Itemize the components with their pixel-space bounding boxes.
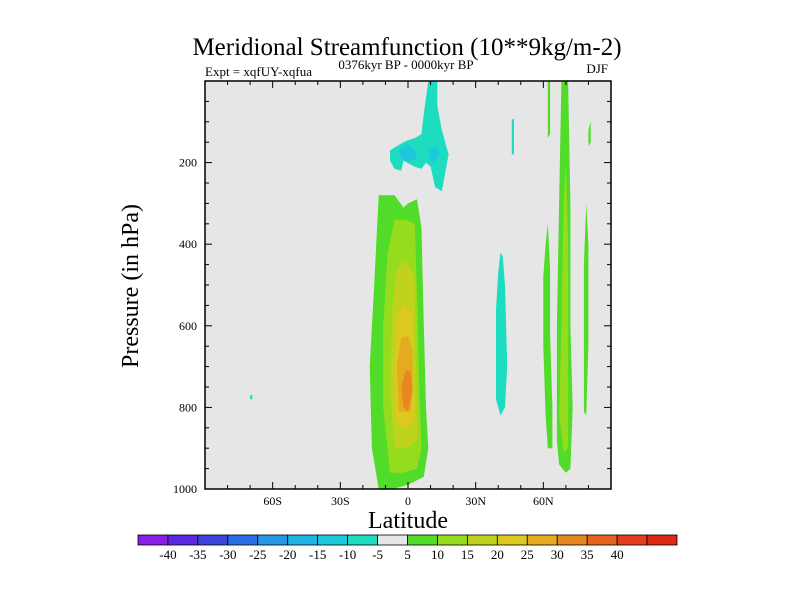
y-tick-label: 400 [179, 237, 197, 251]
contour-region-13-level-5 [543, 223, 553, 449]
contour-regions [250, 81, 591, 489]
colorbar-swatch [197, 534, 229, 546]
contour-region-6-level--5 [390, 81, 449, 192]
x-tick-label: 60N [533, 494, 554, 508]
contour-region-10-level--5 [511, 118, 514, 155]
contour-region-9-level--5 [496, 252, 508, 416]
colorbar-swatch [287, 534, 319, 546]
x-axis-ticks: 60S 30S 0 30N 60N [227, 81, 589, 508]
colorbar-swatch [616, 534, 648, 546]
colorbar-label: 5 [404, 547, 411, 562]
colorbar-label: -35 [189, 547, 206, 562]
contour-region-12-level-5 [547, 81, 551, 139]
x-tick-label: 0 [405, 494, 411, 508]
contour-region-8-level--10 [428, 146, 440, 163]
contour-region-15-level-10 [559, 162, 569, 453]
colorbar-swatch [586, 534, 618, 546]
contour-region-5-level-30 [401, 370, 413, 412]
colorbar-swatch [496, 534, 528, 546]
y-axis-label: Pressure (in hPa) [118, 204, 144, 368]
colorbar-label: 20 [491, 547, 504, 562]
colorbar-label: -5 [372, 547, 383, 562]
contour-region-7-level--10 [399, 144, 417, 163]
colorbar-swatch [466, 534, 498, 546]
colorbar-swatch [526, 534, 558, 546]
contour-region-16-level-5 [583, 203, 589, 416]
colorbar-swatch [556, 534, 588, 546]
chart-subtitle-center: 0376kyr BP - 0000kyr BP [338, 57, 473, 72]
contour-region-11-level--5 [250, 395, 253, 400]
colorbar-label: -30 [219, 547, 236, 562]
colorbar-swatch [137, 534, 169, 546]
colorbar-swatch [257, 534, 289, 546]
colorbar-label: 40 [611, 547, 624, 562]
colorbar-label: -20 [279, 547, 296, 562]
colorbar-label: 10 [431, 547, 444, 562]
y-tick-label: 600 [179, 319, 197, 333]
colorbar-swatch [347, 534, 378, 546]
colorbar-label: 30 [551, 547, 564, 562]
colorbar: -40 -35 -30 -25 -20 -15 -10 -5 5 10 15 20 25 30 35 40 [137, 534, 678, 562]
colorbar-swatch [167, 534, 199, 546]
contour-region-17-level-5 [588, 121, 591, 147]
colorbar-label: -10 [339, 547, 356, 562]
colorbar-label: -40 [159, 547, 176, 562]
y-tick-label: 800 [179, 400, 197, 414]
colorbar-swatch [227, 534, 259, 546]
y-tick-label: 1000 [173, 482, 197, 496]
x-tick-label: 30N [465, 494, 486, 508]
colorbar-label: 25 [521, 547, 534, 562]
colorbar-swatch [377, 534, 408, 546]
colorbar-label: 15 [461, 547, 474, 562]
chart-subtitle-right: DJF [586, 61, 608, 76]
y-tick-label: 200 [179, 156, 197, 170]
x-tick-label: 30S [331, 494, 350, 508]
colorbar-label: -25 [249, 547, 266, 562]
colorbar-swatch [317, 534, 349, 546]
colorbar-label: 35 [581, 547, 594, 562]
x-tick-label: 60S [263, 494, 282, 508]
colorbar-swatch [407, 534, 438, 546]
colorbar-swatch [437, 534, 468, 546]
y-axis-ticks: 200 400 600 800 1000 [173, 100, 611, 496]
chart-subtitle-left: Expt = xqfUY-xqfua [205, 64, 312, 79]
x-axis-label: Latitude [368, 508, 448, 534]
chart-title: Meridional Streamfunction (10**9kg/m-2) [192, 34, 621, 61]
colorbar-label: -15 [309, 547, 326, 562]
colorbar-swatch [646, 534, 678, 546]
